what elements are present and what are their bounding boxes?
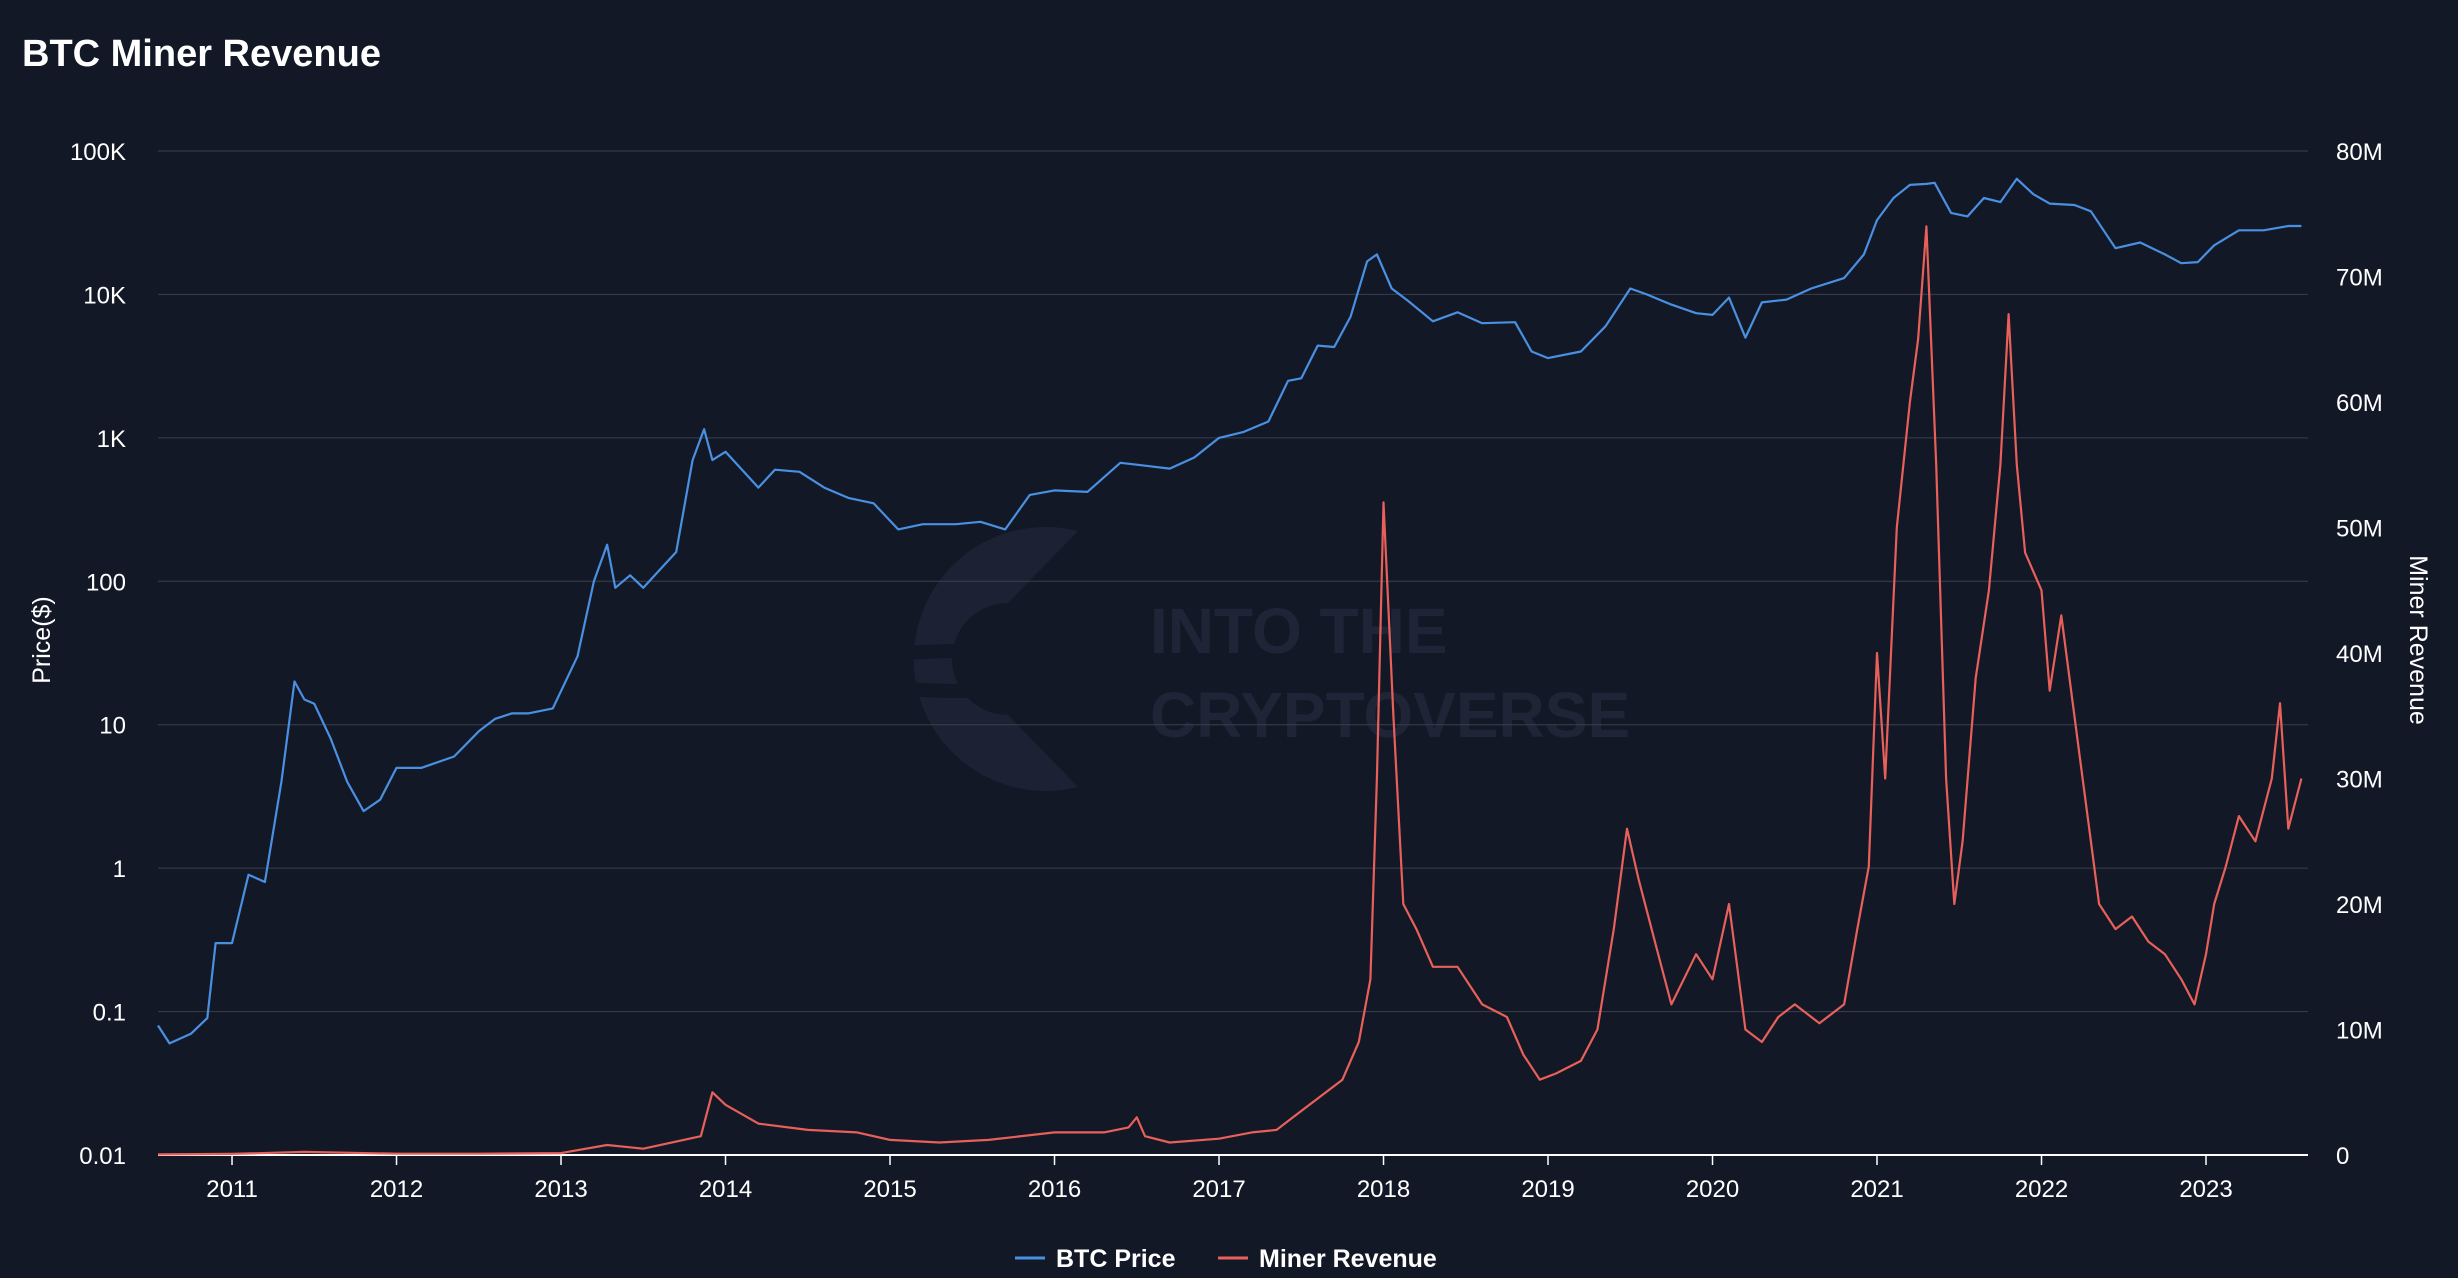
- y-right-tick-label: 10M: [2336, 1018, 2383, 1045]
- x-tick-label: 2020: [1686, 1176, 1739, 1203]
- y-axis-left-label: Price($): [28, 596, 56, 684]
- y-right-tick-label: 60M: [2336, 390, 2383, 417]
- x-tick-label: 2022: [2015, 1176, 2068, 1203]
- y-right-tick-label: 30M: [2336, 767, 2383, 794]
- x-tick-label: 2023: [2179, 1176, 2232, 1203]
- watermark-ring-icon: [838, 644, 1082, 698]
- y-left-tick-label: 100: [86, 569, 126, 596]
- x-tick-label: 2021: [1850, 1176, 1903, 1203]
- y-right-tick-label: 0: [2336, 1143, 2349, 1170]
- x-tick-label: 2012: [370, 1176, 423, 1203]
- series-line-miner-revenue: [157, 225, 2303, 1156]
- x-tick-label: 2015: [863, 1176, 916, 1203]
- legend-item-btc-price[interactable]: BTC Price: [1015, 1245, 1176, 1273]
- y-axis-right: 0 10M 20M 30M 40M 50M 60M 70M 80M: [2336, 139, 2383, 1170]
- y-left-tick-label: 100K: [70, 139, 126, 166]
- watermark-line-1: INTO THE: [1150, 595, 1448, 667]
- y-axis-right-label: Miner Revenue: [2404, 555, 2432, 725]
- x-tick-label: 2016: [1028, 1176, 1081, 1203]
- x-tick-label: 2011: [206, 1176, 258, 1203]
- y-right-tick-label: 20M: [2336, 892, 2383, 919]
- x-tick-label: 2013: [534, 1176, 587, 1203]
- series-group: [157, 177, 2303, 1156]
- y-right-tick-label: 40M: [2336, 641, 2383, 668]
- y-left-tick-label: 0.01: [79, 1143, 126, 1170]
- legend-label-btc-price: BTC Price: [1056, 1245, 1176, 1273]
- watermark: INTO THE CRYPTOVERSE: [838, 527, 1630, 791]
- x-tick-label: 2014: [699, 1176, 752, 1203]
- grid: [158, 150, 2308, 1156]
- series-line-btc-price: [157, 177, 2302, 1045]
- legend: BTC Price Miner Revenue: [1015, 1245, 1437, 1273]
- x-tick-label: 2019: [1521, 1176, 1574, 1203]
- y-right-tick-label: 50M: [2336, 516, 2383, 543]
- y-left-tick-label: 0.1: [93, 1000, 126, 1027]
- y-left-tick-label: 10K: [83, 282, 126, 309]
- chart-title: BTC Miner Revenue: [22, 33, 381, 75]
- watermark-line-2: CRYPTOVERSE: [1150, 679, 1630, 751]
- y-left-tick-label: 10: [99, 713, 126, 740]
- x-tick-label: 2018: [1357, 1176, 1410, 1203]
- x-tick-label: 2017: [1192, 1176, 1245, 1203]
- y-axis-left: 0.01 0.1 1 10 100 1K 10K 100K: [70, 139, 126, 1170]
- y-left-tick-label: 1K: [97, 426, 126, 453]
- legend-label-miner-revenue: Miner Revenue: [1259, 1245, 1437, 1273]
- y-left-tick-label: 1: [113, 856, 126, 883]
- legend-item-miner-revenue[interactable]: Miner Revenue: [1218, 1245, 1437, 1273]
- y-right-tick-label: 80M: [2336, 139, 2383, 166]
- y-right-tick-label: 70M: [2336, 265, 2383, 292]
- x-axis: 2011 2012 2013 2014 2015 2016 2017 2018 2019 2020…: [206, 1155, 2233, 1203]
